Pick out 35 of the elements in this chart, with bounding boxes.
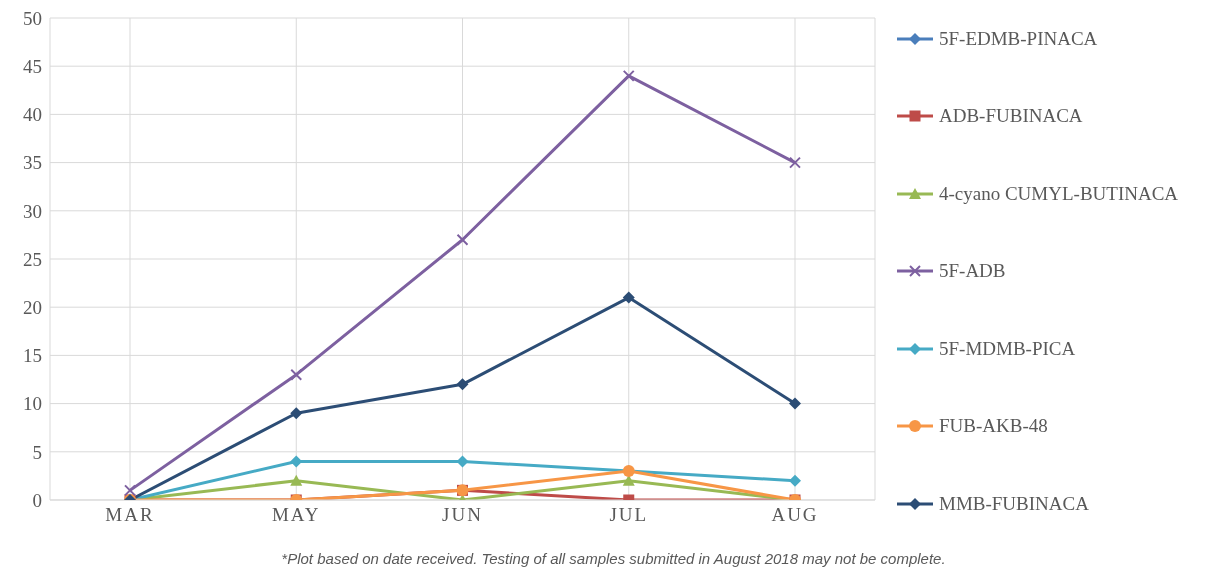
point: [622, 291, 635, 304]
legend-label: ADB-FUBINACA: [939, 105, 1083, 128]
x-tick-label: MAY: [271, 504, 321, 526]
point: [789, 156, 801, 169]
legend-label: 5F-EDMB-PINACA: [939, 27, 1098, 50]
x-tick-label: JUL: [609, 504, 649, 526]
y-tick-label: 40: [23, 104, 42, 126]
point: [622, 69, 635, 82]
y-tick-label: 5: [32, 441, 42, 463]
text: *Plot based on date received. Testing of all samples submitted in August 2018 may not be complete.: [280, 550, 947, 567]
y-tick-label: 0: [32, 489, 42, 511]
point: [290, 368, 303, 381]
legend-label: MMB-FUBINACA: [939, 492, 1089, 515]
y-tick-label: 45: [23, 55, 42, 77]
legend-label: 5F-MDMB-PICA: [939, 337, 1076, 360]
point: [124, 484, 136, 497]
y-tick-label: 35: [23, 152, 42, 174]
point: [789, 397, 801, 410]
x-tick-label: JUN: [442, 504, 483, 526]
legend-label: FUB-AKB-48: [939, 415, 1048, 438]
x-tick-label: AUG: [771, 504, 819, 526]
point: [789, 474, 801, 487]
point: [290, 474, 303, 486]
y-tick-label: 20: [23, 296, 42, 318]
y-tick-label: 30: [23, 200, 42, 222]
legend-label: 4-cyano CUMYL-BUTINACA: [939, 182, 1179, 205]
y-tick-label: 10: [23, 393, 42, 415]
y-tick-label: 15: [23, 345, 42, 367]
x-tick-label: MAR: [105, 504, 155, 526]
y-tick-label: 50: [23, 7, 42, 29]
y-tick-label: 25: [23, 248, 42, 270]
point: [290, 407, 303, 420]
legend-label: 5F-ADB: [939, 260, 1006, 283]
point: [456, 378, 469, 391]
point: [456, 233, 469, 246]
